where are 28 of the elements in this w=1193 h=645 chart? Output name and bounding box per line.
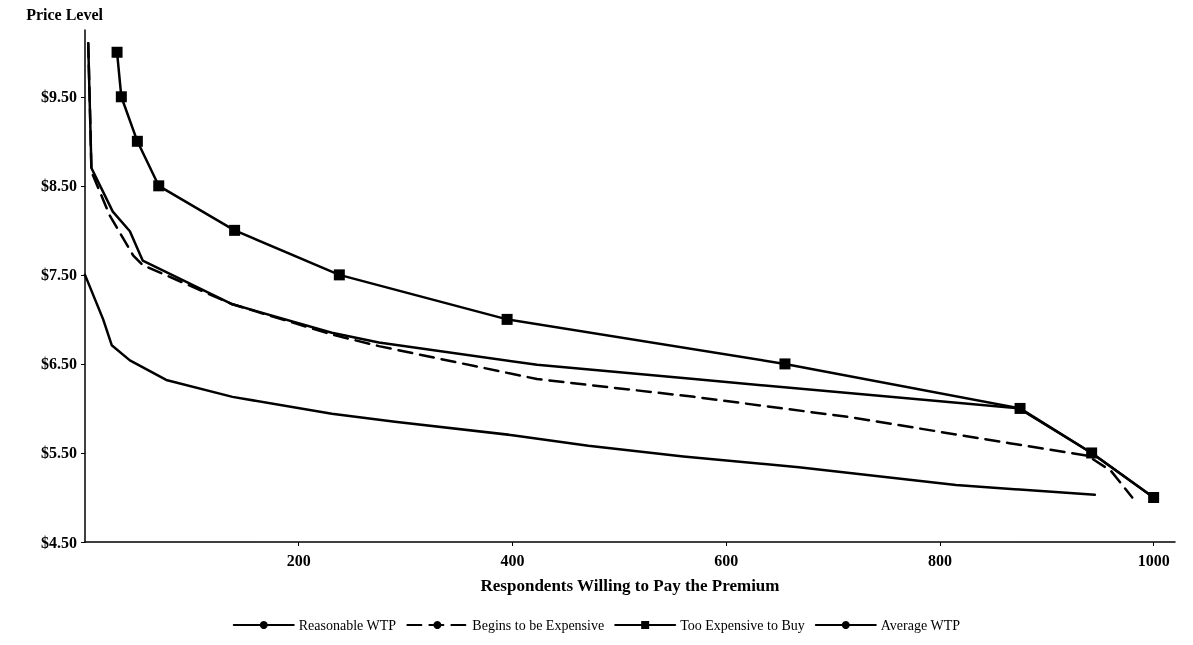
x-tick-label: 800 (927, 551, 952, 569)
point (153, 180, 165, 192)
point (1148, 491, 1160, 503)
y-tick-label: $9.50 (41, 88, 77, 106)
y-tick-label: $7.50 (41, 266, 77, 284)
point (115, 91, 127, 103)
x-tick-label: 400 (500, 551, 525, 569)
y-tick-label: $4.50 (41, 533, 77, 551)
point (131, 135, 143, 147)
point (333, 269, 345, 281)
y-tick-label: $8.50 (41, 177, 77, 195)
point (111, 46, 123, 58)
y-tick-label: $6.50 (41, 355, 77, 373)
point (229, 224, 241, 236)
legend-label: Reasonable WTP (298, 617, 397, 633)
x-tick-label: 200 (286, 551, 311, 569)
y-tick-label: $5.50 (41, 444, 77, 462)
legend-label: Average WTP (880, 617, 961, 633)
point (501, 313, 513, 325)
x-tick-label: 600 (714, 551, 739, 569)
x-tick-label: 1000 (1137, 551, 1170, 569)
point (1014, 402, 1026, 414)
point (1086, 447, 1098, 459)
legend-label: Too Expensive to Buy (680, 617, 805, 633)
x-axis-title: Respondents Willing to Pay the Premium (480, 576, 780, 595)
point (779, 358, 791, 370)
y-axis-title: Price Level (26, 5, 104, 23)
legend-label: Begins to be Expensive (472, 617, 605, 633)
